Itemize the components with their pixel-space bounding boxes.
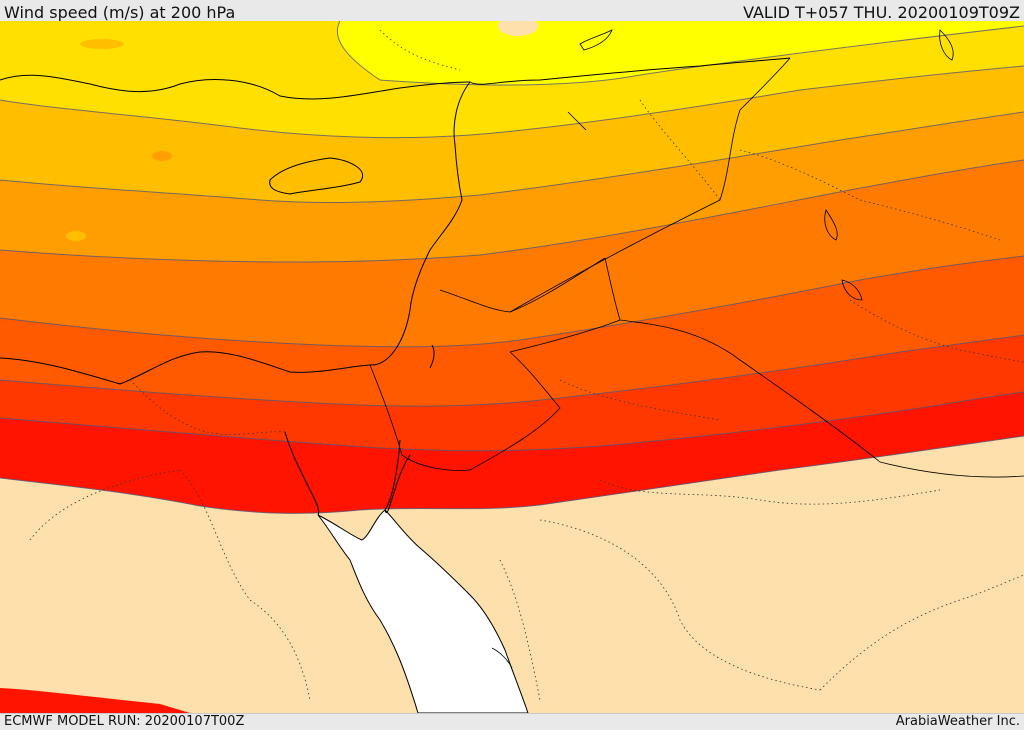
red-sea — [317, 509, 529, 713]
country-borders — [369, 57, 1024, 478]
calm-area-south — [0, 436, 1024, 713]
islands — [491, 29, 954, 669]
map-title: Wind speed (m/s) at 200 hPa — [4, 3, 236, 22]
model-run: ECMWF MODEL RUN: 20200107T00Z — [4, 714, 245, 729]
header-bar: Wind speed (m/s) at 200 hPa VALID T+057 … — [0, 0, 1024, 22]
wind-patch-1 — [80, 39, 124, 49]
wind-patch-4 — [498, 21, 538, 36]
credit: ArabiaWeather Inc. — [895, 714, 1020, 729]
wind-speed-map — [0, 21, 1024, 713]
contour-lines — [0, 21, 1024, 514]
coastlines — [0, 57, 791, 516]
admin-boundaries — [29, 29, 1024, 701]
valid-time: VALID T+057 THU. 20200109T09Z — [743, 3, 1020, 22]
footer-bar: ECMWF MODEL RUN: 20200107T00Z ArabiaWeat… — [0, 713, 1024, 730]
wind-band-southwest — [0, 688, 190, 713]
wind-patch-3 — [66, 231, 86, 241]
wind-patch-2 — [152, 151, 172, 161]
